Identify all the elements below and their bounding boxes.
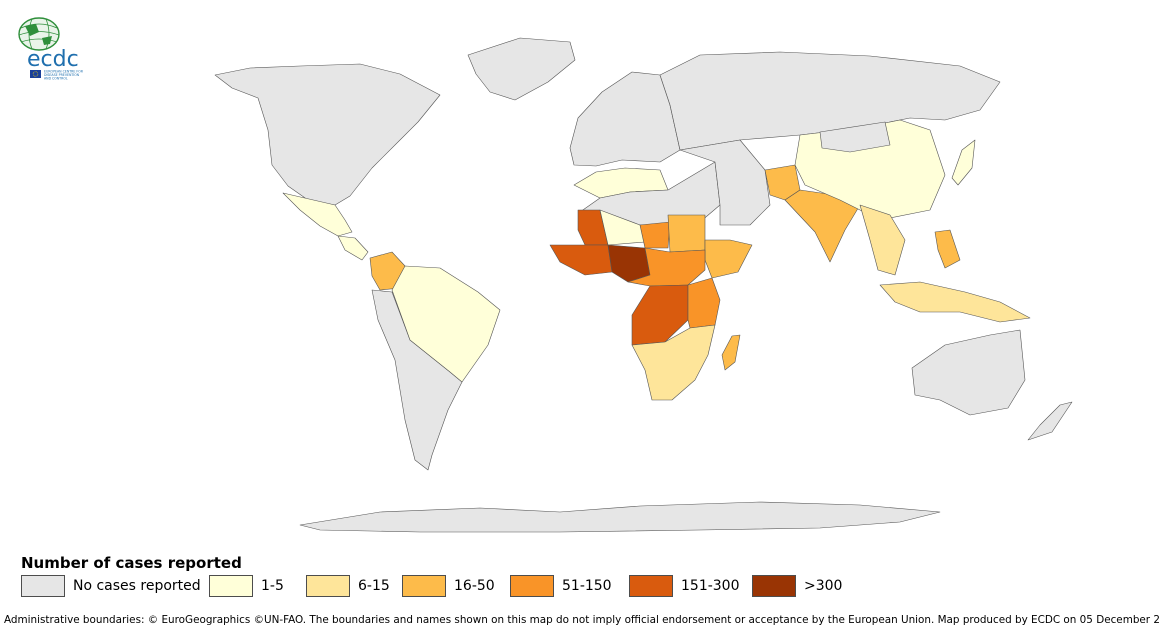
- legend-label: 6-15: [358, 578, 390, 594]
- eu-flag-icon: [30, 70, 41, 78]
- region-coastal-west-africa: [549, 244, 613, 276]
- region-mongolia: [819, 121, 891, 153]
- region-japan: [951, 139, 976, 186]
- footer-attribution: Administrative boundaries: © EuroGeograp…: [4, 614, 1160, 626]
- region-sudan: [667, 214, 706, 253]
- region-southeast-asia: [859, 204, 906, 276]
- logo-subtitle-1: EUROPEAN CENTRE FOR: [44, 70, 84, 74]
- region-new-zealand: [1027, 401, 1073, 441]
- region-north-america: [214, 63, 441, 206]
- logo-subtitle-2: DISEASE PREVENTION: [44, 73, 80, 77]
- region-east-africa: [687, 277, 721, 329]
- ecdc-logo: ecdc EUROPEAN CENTRE FOR DISEASE PREVENT…: [18, 17, 84, 81]
- legend-label: 1-5: [261, 578, 284, 594]
- legend-label: 51-150: [562, 578, 612, 594]
- world-map: [214, 37, 1073, 533]
- region-greenland: [467, 37, 576, 101]
- region-central-america: [337, 235, 369, 261]
- region-mexico: [282, 192, 353, 237]
- region-antarctica: [299, 501, 941, 533]
- legend-swatch: [629, 575, 673, 597]
- logo-globe-icon: [18, 17, 60, 51]
- legend-item-over-300: >300: [752, 574, 842, 598]
- legend-label: No cases reported: [73, 578, 201, 594]
- logo-text: ecdc: [27, 47, 79, 72]
- logo-subtitle-3: AND CONTROL: [44, 77, 68, 81]
- legend-label: 151-300: [681, 578, 740, 594]
- legend-swatch: [510, 575, 554, 597]
- legend-title: Number of cases reported: [21, 554, 242, 572]
- region-philippines: [934, 229, 961, 269]
- region-madagascar: [721, 334, 741, 371]
- region-southern-africa: [631, 324, 716, 401]
- region-australia: [911, 329, 1026, 416]
- region-brazil: [391, 265, 501, 383]
- region-indonesia: [879, 281, 1031, 323]
- legend-swatch: [209, 575, 253, 597]
- legend-label: >300: [804, 578, 843, 594]
- legend-swatch: [402, 575, 446, 597]
- legend-swatch: [306, 575, 350, 597]
- legend-item-6-15: 6-15: [306, 574, 390, 598]
- legend-item-none: No cases reported: [21, 574, 201, 598]
- legend-item-1-5: 1-5: [209, 574, 284, 598]
- legend-item-151-300: 151-300: [629, 574, 740, 598]
- region-india: [784, 189, 861, 263]
- region-horn-of-africa: [704, 239, 753, 279]
- legend-swatch: [752, 575, 796, 597]
- legend-label: 16-50: [454, 578, 495, 594]
- region-niger: [639, 221, 671, 249]
- legend-item-16-50: 16-50: [402, 574, 495, 598]
- region-middle-east: [679, 139, 771, 226]
- region-nigeria: [607, 244, 651, 283]
- legend-item-51-150: 51-150: [510, 574, 612, 598]
- legend-swatch: [21, 575, 65, 597]
